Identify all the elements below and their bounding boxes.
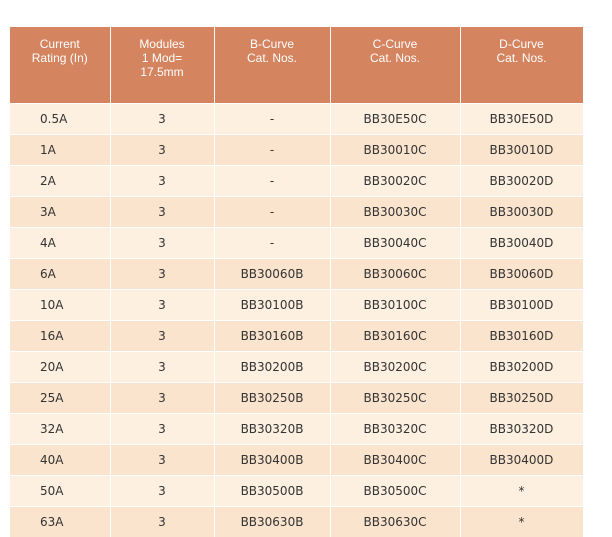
table-cell: BB30400C [330,445,460,476]
table-cell: BB30030D [460,197,583,228]
table-cell: - [214,228,330,259]
table-cell: 3 [110,166,214,197]
table-cell: BB30030C [330,197,460,228]
table-cell: 3 [110,507,214,537]
table-cell: 3 [110,104,214,135]
table-cell: 3 [110,197,214,228]
table-cell: * [460,476,583,507]
table-cell: 10A [10,290,110,321]
table-cell: BB30320D [460,414,583,445]
table-cell: 3A [10,197,110,228]
table-cell: 40A [10,445,110,476]
table-cell: 20A [10,352,110,383]
table-cell: 3 [110,414,214,445]
table-cell: BB30020D [460,166,583,197]
table-cell: - [214,135,330,166]
header-row: Current Rating (In)Modules 1 Mod= 17.5mm… [10,27,583,104]
table-cell: - [214,166,330,197]
table-cell: BB30100B [214,290,330,321]
table-cell: - [214,104,330,135]
table-cell: 16A [10,321,110,352]
table-cell: BB30040D [460,228,583,259]
table-cell: 0.5A [10,104,110,135]
table-cell: BB30040C [330,228,460,259]
table-cell: 3 [110,259,214,290]
table-cell: BB30320C [330,414,460,445]
table-cell: BB30100C [330,290,460,321]
header-cell: C-Curve Cat. Nos. [330,27,460,104]
table-cell: BB30400D [460,445,583,476]
table-cell: BB30060B [214,259,330,290]
header-cell: Modules 1 Mod= 17.5mm [110,27,214,104]
header-cell: D-Curve Cat. Nos. [460,27,583,104]
table-cell: 25A [10,383,110,414]
table-cell: 3 [110,383,214,414]
table-cell: BB30500C [330,476,460,507]
header-cell: Current Rating (In) [10,27,110,104]
table-cell: BB30E50C [330,104,460,135]
table-cell: BB30320B [214,414,330,445]
table-cell: 3 [110,445,214,476]
table-cell: BB30200D [460,352,583,383]
table-wrap: Current Rating (In)Modules 1 Mod= 17.5mm… [10,27,583,537]
table-cell: 3 [110,476,214,507]
header-cell: B-Curve Cat. Nos. [214,27,330,104]
table-cell: BB30630C [330,507,460,537]
table-cell: BB30060C [330,259,460,290]
table-cell: - [214,197,330,228]
table-cell: BB30160B [214,321,330,352]
table-cell: 1A [10,135,110,166]
table-cell: 63A [10,507,110,537]
table-cell: BB30250B [214,383,330,414]
table-cell: BB30160C [330,321,460,352]
table-cell: 3 [110,135,214,166]
table-cell: BB30100D [460,290,583,321]
table-cell: 4A [10,228,110,259]
table-cell: 3 [110,228,214,259]
table-cell: BB30160D [460,321,583,352]
table-cell: BB30E50D [460,104,583,135]
table-cell: 2A [10,166,110,197]
table-cell: BB30500B [214,476,330,507]
table-cell: BB30200B [214,352,330,383]
table-cell: BB30250D [460,383,583,414]
table-cell: 32A [10,414,110,445]
table-cell: BB30630B [214,507,330,537]
table-cell: BB30400B [214,445,330,476]
table-cell: BB30010D [460,135,583,166]
table-cell: BB30250C [330,383,460,414]
table-cell: * [460,507,583,537]
table-cell: BB30060D [460,259,583,290]
table-cell: 3 [110,352,214,383]
table-cell: 6A [10,259,110,290]
table-cell: 3 [110,321,214,352]
product-table: Current Rating (In)Modules 1 Mod= 17.5mm… [10,27,584,537]
table-cell: BB30010C [330,135,460,166]
table-cell: BB30200C [330,352,460,383]
table-cell: 3 [110,290,214,321]
table-cell: 50A [10,476,110,507]
table-cell: BB30020C [330,166,460,197]
